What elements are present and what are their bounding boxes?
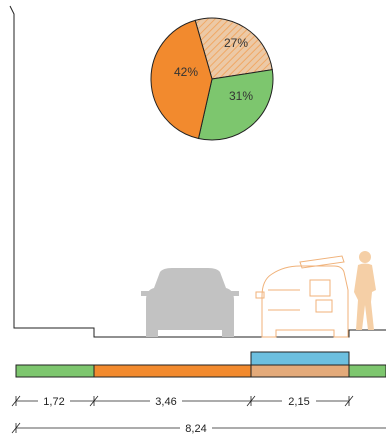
dim-label-sidewalk-left: 1,72	[43, 396, 64, 408]
street-section-bar	[15, 351, 386, 378]
car-mirror-right	[230, 291, 239, 296]
car-mirror-left	[141, 291, 150, 296]
dim-tick-1	[89, 395, 99, 407]
car-rear-view	[141, 268, 239, 337]
carriageway-segment	[93, 364, 252, 378]
dim-tick-0	[11, 395, 21, 407]
dim-label-total: 8,24	[185, 423, 206, 435]
dim-label-parking: 2,15	[288, 396, 309, 408]
van-window-line	[268, 289, 300, 311]
van-rear-door	[299, 255, 345, 269]
pie-slice	[150, 19, 213, 140]
delivery-van	[255, 255, 349, 338]
pie-slice	[197, 69, 274, 141]
pie-slice-label: 31%	[229, 89, 253, 103]
dimension-chain-total	[11, 422, 386, 434]
sidewalk-left-segment	[15, 364, 95, 378]
sidewalk-right-segment	[348, 364, 386, 378]
overlay-segment	[250, 351, 350, 366]
dim-tick-2	[246, 395, 256, 407]
van-cargo-box	[309, 279, 331, 297]
car-body	[146, 268, 234, 337]
van-body	[261, 265, 349, 338]
pie-slice-label: 27%	[224, 36, 248, 50]
dim-total-tick-0	[11, 422, 21, 434]
dim-tick-3	[344, 395, 354, 407]
dim-label-carriageway: 3,46	[155, 396, 176, 408]
ground-profile-line	[9, 5, 386, 338]
pedestrian-body	[354, 263, 376, 330]
van-cargo-box-small	[315, 299, 333, 313]
pie-slice-label: 42%	[174, 65, 198, 79]
dimension-chain-segments	[11, 395, 354, 407]
van-mirror	[255, 291, 265, 299]
pie-slice	[194, 17, 273, 80]
parking-segment	[250, 364, 350, 378]
modal-share-pie-chart: 27% 31% 42%	[150, 17, 274, 141]
pedestrian-head	[359, 251, 371, 263]
pedestrian	[354, 251, 376, 330]
